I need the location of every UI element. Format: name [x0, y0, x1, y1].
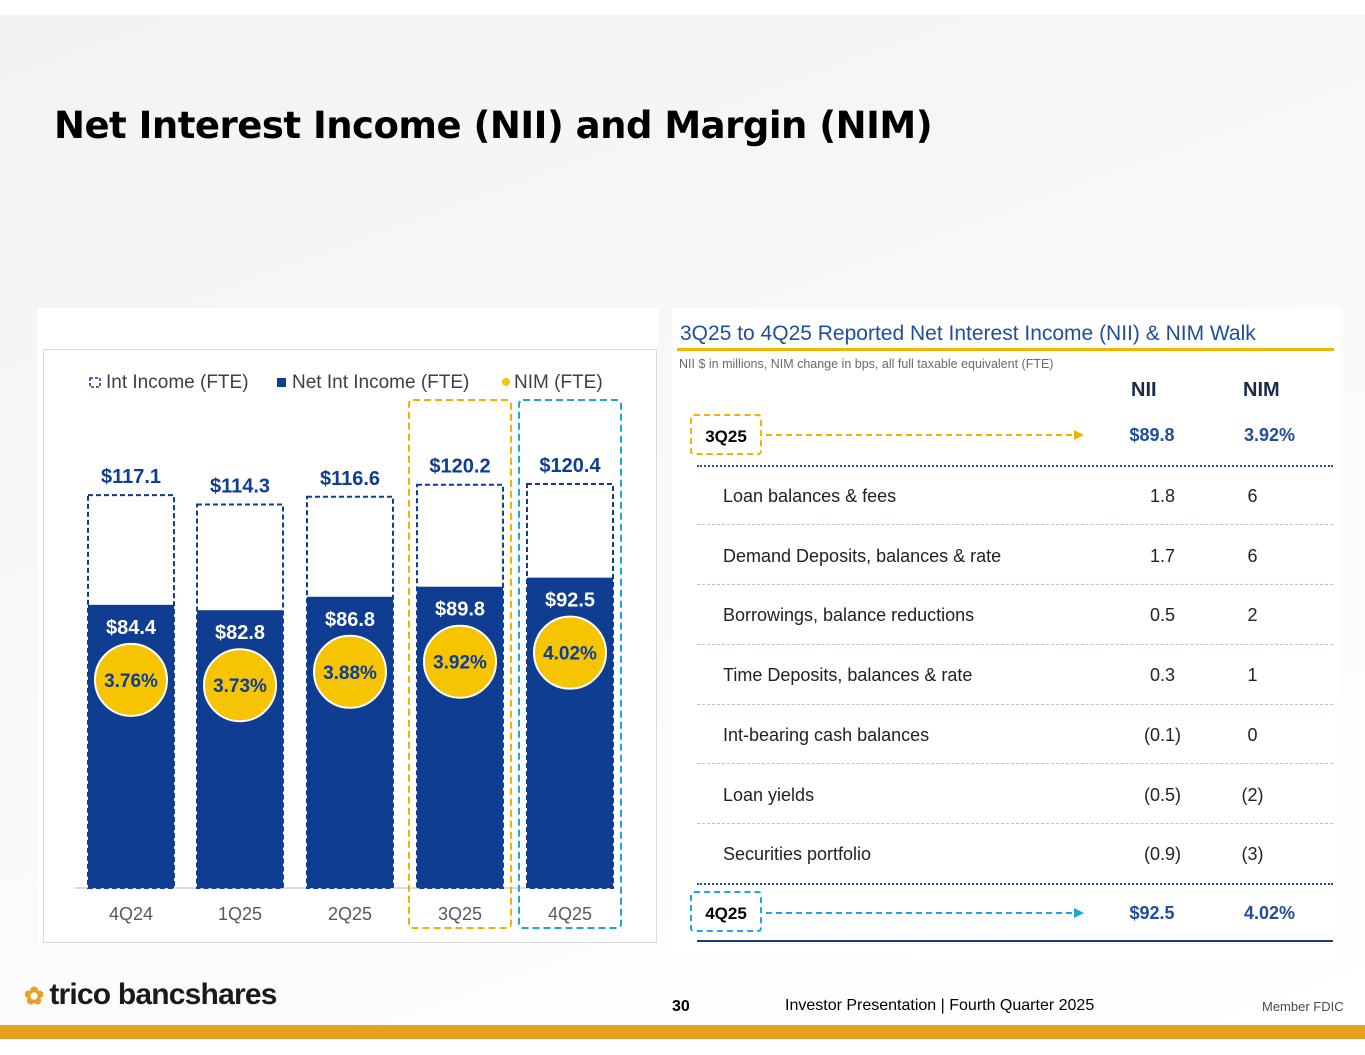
walk-row-label: Loan yields	[723, 785, 815, 805]
walk-row-nim: 6	[1247, 546, 1258, 566]
end-quarter-label: 4Q25	[705, 904, 747, 923]
nim-marker	[533, 615, 607, 690]
start-nim: 3.92%	[1243, 425, 1296, 445]
legend-label: Int Income (FTE)	[106, 372, 249, 393]
x-tick-label: 2Q25	[328, 904, 372, 924]
col-header-nim: NIM	[1243, 379, 1280, 401]
table-bottom-rule	[697, 940, 1333, 942]
member-fdic: Member FDIC	[1262, 999, 1344, 1014]
walk-row-nii: (0.1)	[1143, 725, 1181, 745]
int-income-value-label: $120.4	[539, 455, 601, 477]
start-divider	[697, 465, 1333, 467]
walk-row-nim: 0	[1247, 725, 1258, 745]
company-logo: ✿ trico bancshares	[24, 978, 277, 1012]
walk-subtitle: NII $ in millions, NIM change in bps, al…	[679, 357, 1054, 371]
walk-row-nim: 2	[1247, 605, 1258, 625]
nim-walk-panel	[672, 308, 1340, 958]
end-quarter-box: 4Q25	[690, 891, 762, 932]
top-band	[0, 0, 1365, 15]
walk-row-nim: 1	[1247, 665, 1258, 685]
nim-value-label: 3.92%	[433, 653, 487, 674]
nim-value-label: 3.76%	[104, 671, 158, 692]
start-nii: $89.8	[1129, 425, 1175, 445]
nim-value-label: 3.88%	[323, 663, 377, 684]
nim-value-label: 3.73%	[213, 676, 267, 697]
net-int-income-value-label: $89.8	[435, 599, 485, 621]
logo-text: trico bancshares	[49, 978, 277, 1011]
start-arrow	[766, 430, 1084, 440]
walk-row-label: Demand Deposits, balances & rate	[723, 546, 1002, 566]
x-tick-label: 4Q24	[109, 904, 153, 924]
legend-swatch-nim	[502, 378, 510, 386]
legend-label: Net Int Income (FTE)	[292, 372, 469, 393]
walk-row-nim: 6	[1247, 486, 1258, 506]
nim-value-label: 4.02%	[543, 644, 597, 665]
walk-row-nii: 1.7	[1149, 546, 1176, 566]
walk-row-label: Loan balances & fees	[723, 486, 897, 506]
x-tick-label: 1Q25	[218, 904, 262, 924]
net-int-income-value-label: $86.8	[325, 609, 375, 631]
row-divider	[697, 584, 1333, 585]
highlight-box-4q25	[518, 399, 622, 929]
walk-row-nii: (0.5)	[1143, 785, 1181, 805]
net-int-income-value-label: $84.4	[106, 617, 157, 639]
int-income-value-label: $117.1	[101, 466, 161, 488]
start-quarter-label: 3Q25	[705, 427, 747, 446]
nim-marker	[313, 634, 387, 709]
col-header-nii: NII	[1131, 379, 1157, 401]
page-number: 30	[672, 998, 690, 1015]
x-tick-label: 3Q25	[438, 904, 482, 924]
int-income-value-label: $114.3	[210, 476, 270, 498]
walk-title: 3Q25 to 4Q25 Reported Net Interest Incom…	[680, 322, 1256, 345]
logo-mark-icon: ✿	[24, 983, 44, 1010]
net-int-income-value-label: $82.8	[215, 622, 265, 644]
x-tick-label: 4Q25	[548, 904, 592, 924]
bottom-accent-bar	[0, 1025, 1365, 1039]
row-divider	[697, 763, 1333, 764]
int-income-value-label: $116.6	[320, 468, 380, 490]
highlight-box-3q25	[408, 399, 512, 929]
row-divider	[697, 644, 1333, 645]
end-arrow	[766, 908, 1084, 918]
end-nim: 4.02%	[1243, 903, 1296, 923]
legend-label: NIM (FTE)	[514, 372, 603, 393]
walk-row-nii: 1.8	[1149, 486, 1176, 506]
walk-row-nim: (3)	[1241, 844, 1264, 864]
nim-marker	[203, 648, 277, 723]
nim-marker	[423, 624, 497, 699]
deck-label: Investor Presentation | Fourth Quarter 2…	[785, 997, 1095, 1014]
page-title: Net Interest Income (NII) and Margin (NI…	[54, 104, 933, 147]
walk-row-nim: (2)	[1241, 785, 1264, 805]
walk-row-label: Borrowings, balance reductions	[723, 605, 975, 625]
end-divider	[697, 883, 1333, 885]
net-int-income-value-label: $92.5	[545, 590, 595, 612]
walk-row-nii: 0.5	[1149, 605, 1176, 625]
nim-marker	[94, 642, 168, 717]
row-divider	[697, 823, 1333, 824]
int-income-value-label: $120.2	[429, 456, 490, 478]
row-divider	[697, 524, 1333, 525]
walk-title-rule	[677, 348, 1334, 351]
end-nii: $92.5	[1129, 903, 1175, 923]
walk-row-label: Securities portfolio	[723, 844, 872, 864]
walk-row-label: Int-bearing cash balances	[723, 725, 930, 745]
walk-row-nii: (0.9)	[1143, 844, 1181, 864]
walk-row-nii: 0.3	[1149, 665, 1176, 685]
walk-row-label: Time Deposits, balances & rate	[723, 665, 973, 685]
legend-swatch-int-income	[89, 377, 101, 388]
start-quarter-box: 3Q25	[690, 414, 762, 455]
row-divider	[697, 704, 1333, 705]
legend-swatch-net-int-income	[277, 378, 286, 387]
